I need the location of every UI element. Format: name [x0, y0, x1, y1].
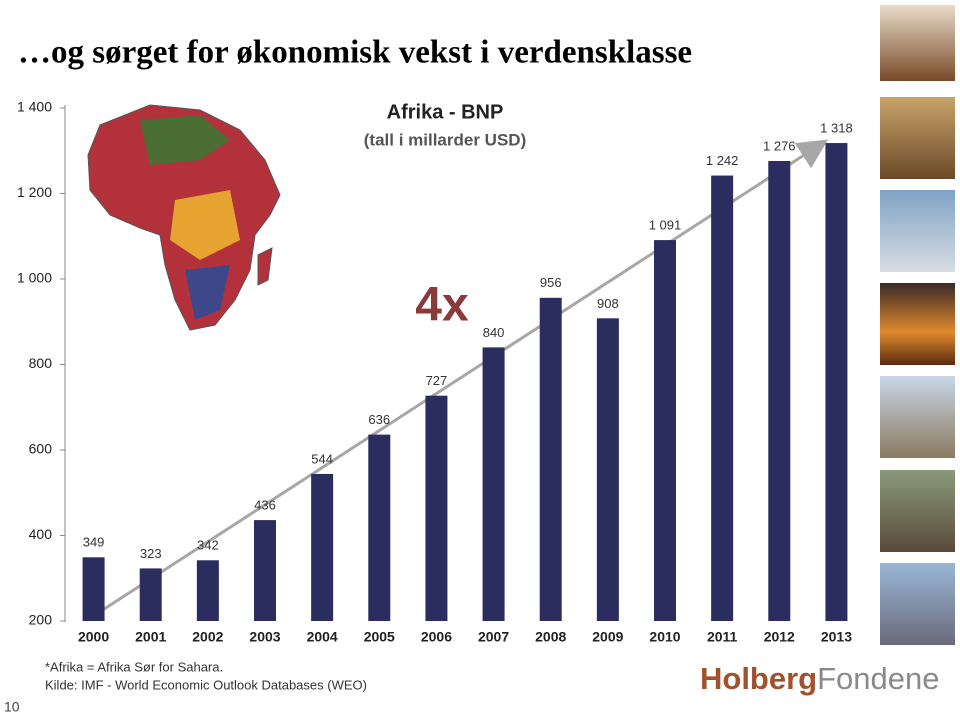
footnote: Kilde: IMF - World Economic Outlook Data… — [45, 677, 367, 692]
value-label: 342 — [197, 538, 219, 553]
map-flag — [140, 115, 230, 165]
y-tick-label: 800 — [29, 355, 53, 371]
value-label: 956 — [540, 275, 562, 290]
photo — [880, 5, 955, 81]
x-tick-label: 2003 — [249, 629, 280, 645]
bar — [539, 297, 562, 621]
x-tick-label: 2002 — [192, 629, 223, 645]
value-label: 1 276 — [763, 138, 796, 153]
bar — [425, 395, 448, 621]
bar — [254, 520, 276, 621]
y-tick-label: 600 — [29, 441, 53, 457]
x-tick-label: 2010 — [649, 629, 680, 645]
bar — [711, 175, 734, 622]
y-tick-label: 1 200 — [17, 184, 52, 200]
value-label: 636 — [368, 412, 390, 427]
x-tick-label: 2012 — [764, 629, 795, 645]
photo — [880, 190, 955, 272]
annotation: 4x — [415, 279, 469, 332]
value-label: 1 318 — [820, 120, 853, 135]
value-label: 544 — [311, 451, 333, 466]
bar — [196, 560, 219, 621]
bar — [596, 318, 619, 621]
photo — [880, 283, 955, 365]
y-tick-label: 200 — [29, 612, 53, 628]
map-flag — [170, 190, 240, 260]
value-label: 323 — [140, 546, 162, 561]
chart-subtitle: (tall i millarder USD) — [364, 130, 526, 149]
x-tick-label: 2009 — [592, 629, 623, 645]
bar — [654, 240, 676, 621]
bar — [368, 434, 391, 621]
trend-arrow — [94, 139, 829, 617]
bar — [82, 557, 105, 621]
x-tick-label: 2013 — [821, 629, 852, 645]
bar — [768, 161, 791, 621]
footnote: *Afrika = Afrika Sør for Sahara. — [45, 659, 223, 674]
x-tick-label: 2006 — [421, 629, 452, 645]
logo-part: Holberg — [700, 661, 817, 696]
value-label: 840 — [483, 325, 505, 340]
value-label: 1 091 — [649, 218, 682, 233]
x-tick-label: 2004 — [307, 629, 338, 645]
bar — [139, 568, 162, 621]
bar — [311, 473, 334, 621]
chart-title: Afrika - BNP — [387, 101, 504, 123]
slide-title: …og sørget for økonomisk vekst i verdens… — [18, 35, 692, 71]
bar — [482, 347, 505, 621]
map-flag — [185, 265, 230, 320]
page-number: 10 — [4, 699, 20, 715]
value-label: 727 — [426, 373, 448, 388]
value-label: 1 242 — [706, 153, 739, 168]
x-tick-label: 2001 — [135, 629, 166, 645]
y-tick-label: 400 — [29, 526, 53, 542]
logo-part: Fondene — [817, 661, 939, 696]
logo: HolbergFondene — [700, 661, 940, 696]
x-tick-label: 2000 — [78, 629, 109, 645]
value-label: 349 — [83, 535, 105, 550]
y-tick-label: 1 000 — [17, 270, 52, 286]
x-tick-label: 2008 — [535, 629, 566, 645]
value-label: 436 — [254, 498, 276, 513]
x-tick-label: 2005 — [364, 629, 395, 645]
x-tick-label: 2011 — [707, 629, 738, 645]
bar — [825, 143, 848, 621]
photo — [880, 376, 955, 458]
photo — [880, 470, 955, 552]
value-label: 908 — [597, 296, 619, 311]
y-tick-label: 1 400 — [17, 99, 52, 115]
x-tick-label: 2007 — [478, 629, 509, 645]
photo — [880, 97, 955, 179]
photo — [880, 563, 955, 645]
map-madagascar — [257, 247, 273, 286]
